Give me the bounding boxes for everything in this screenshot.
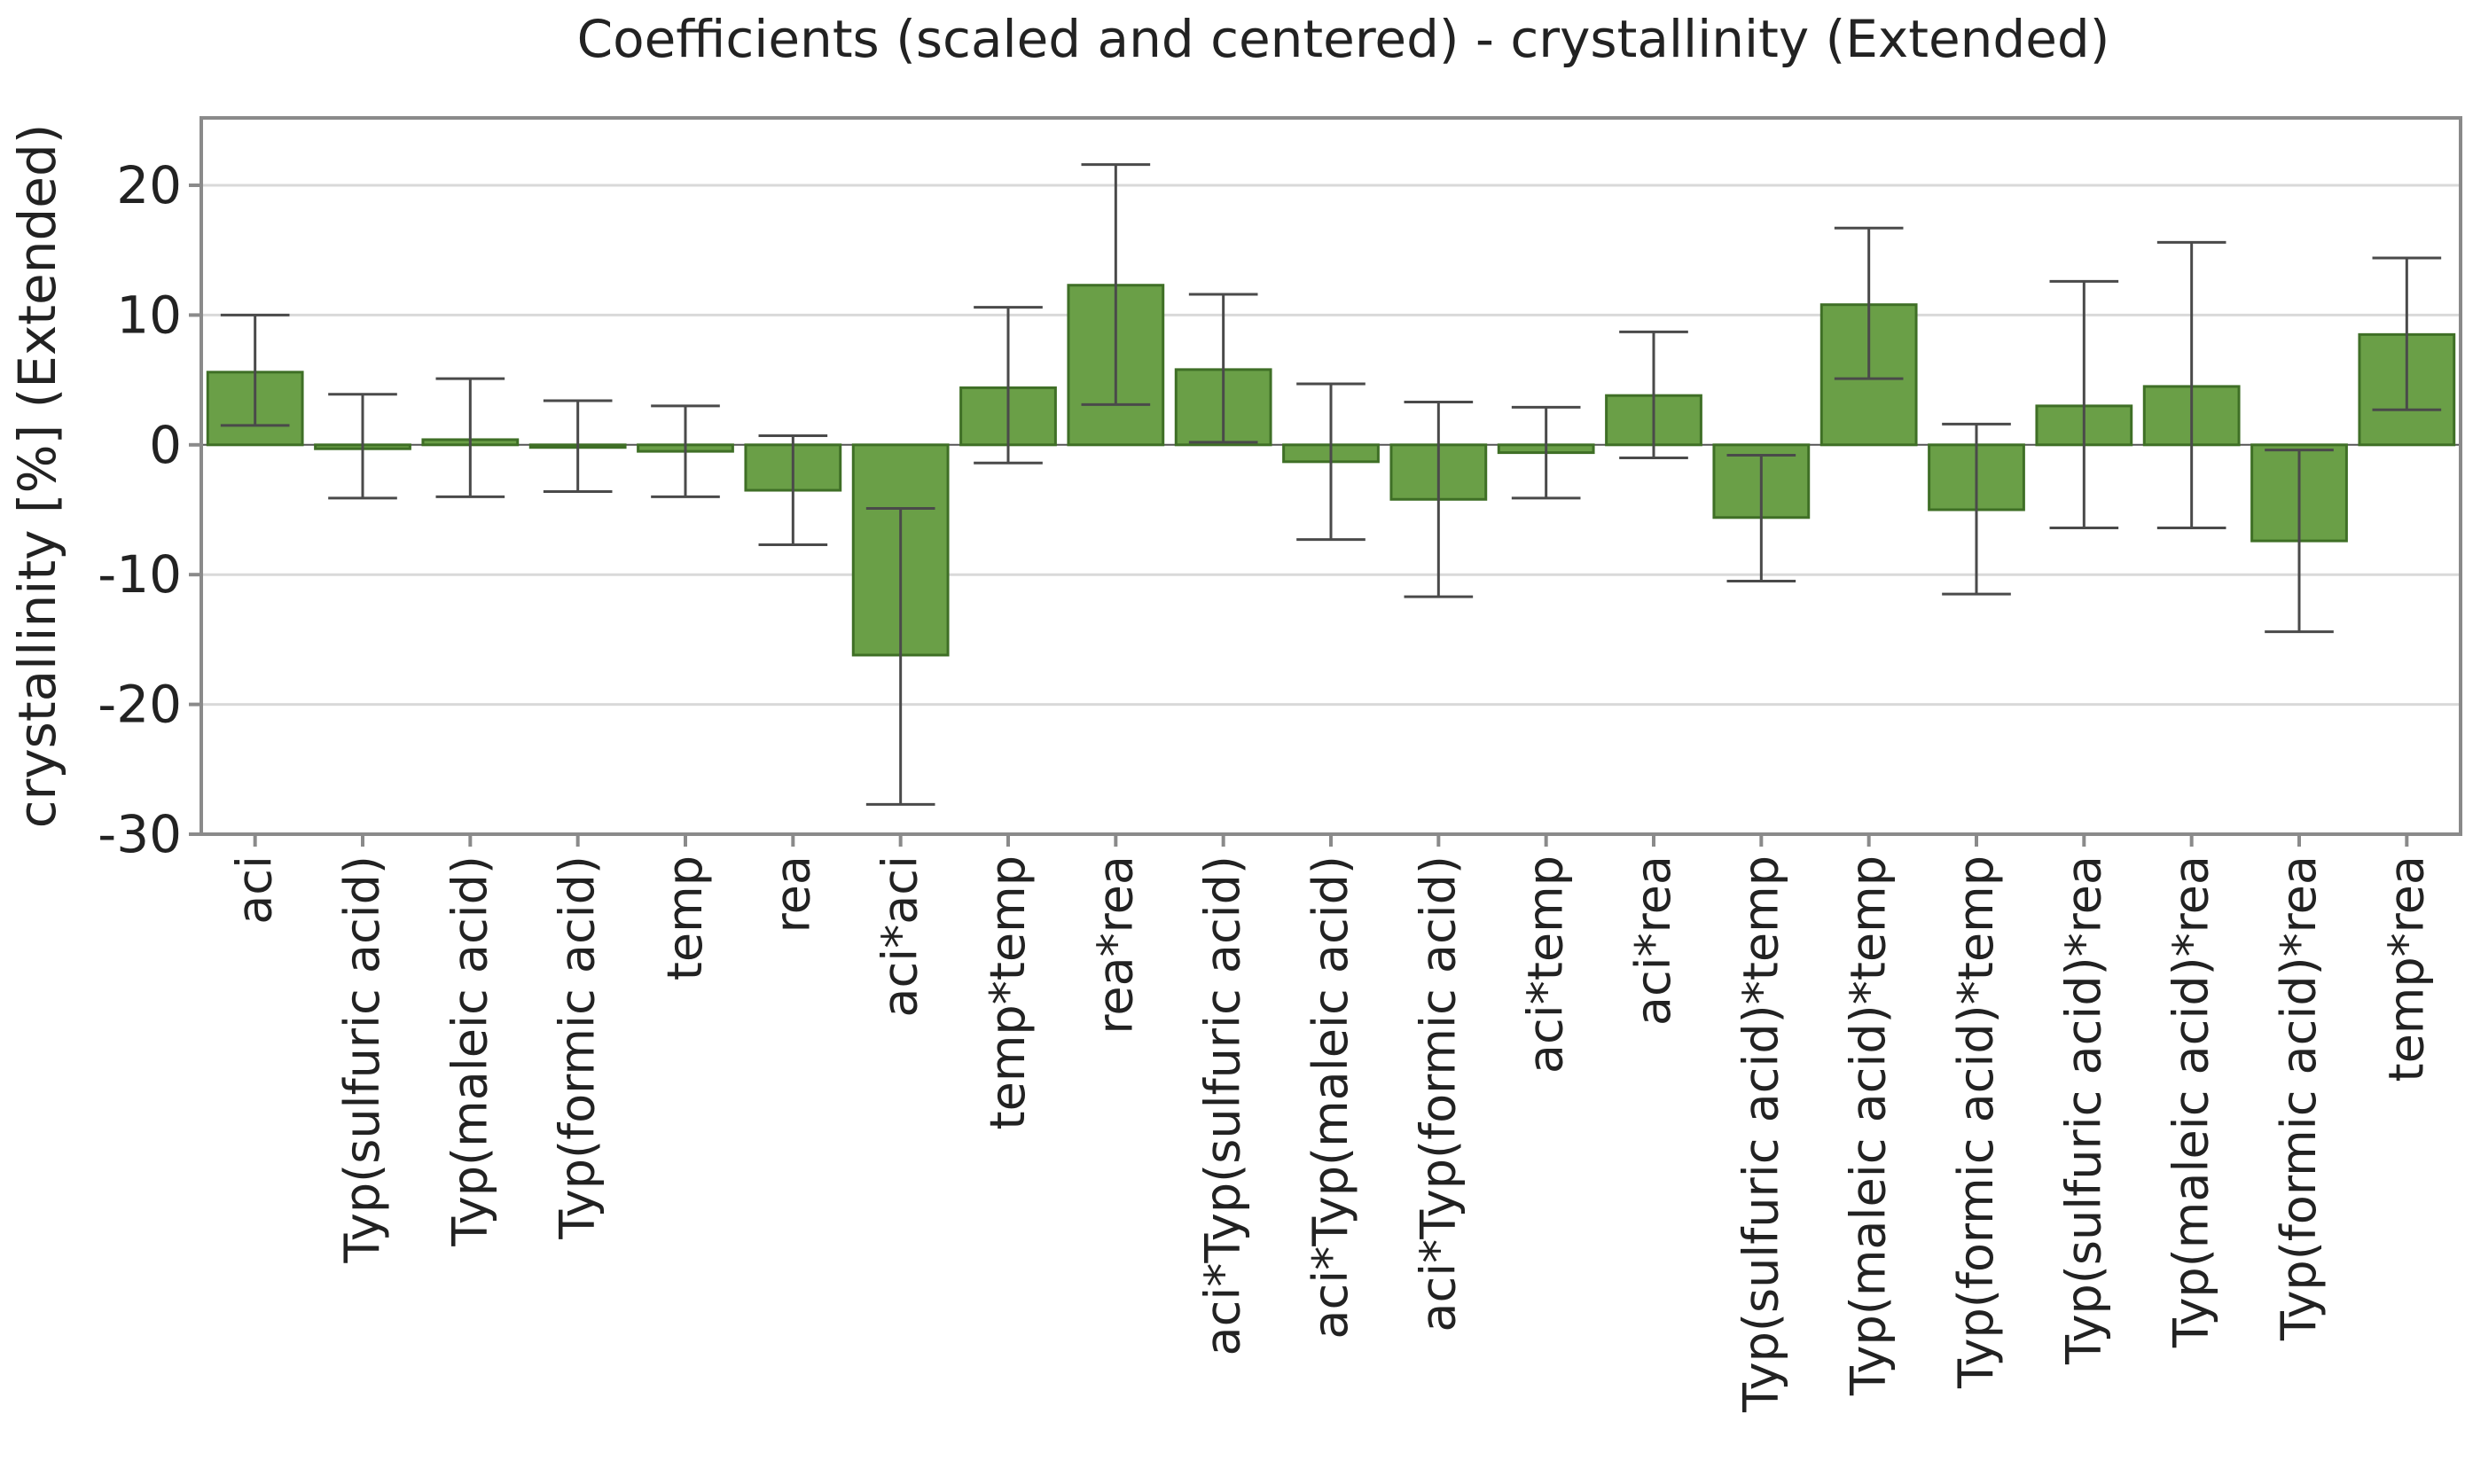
x-tick-label-0: aci bbox=[227, 855, 283, 925]
y-tick-label-1: 10 bbox=[116, 285, 182, 345]
x-tick-label-10: aci*Typ(maleic acid) bbox=[1303, 855, 1358, 1340]
x-tick-label-7: temp*temp bbox=[980, 855, 1036, 1130]
x-tick-label-16: Typ(formic acid)*temp bbox=[1948, 855, 2004, 1389]
x-tick-label-18: Typ(maleic acid)*rea bbox=[2164, 855, 2219, 1348]
y-tick-label-4: -20 bbox=[98, 675, 182, 735]
chart-title: Coefficients (scaled and centered) - cry… bbox=[577, 9, 2110, 69]
x-tick-label-19: Typ(formic acid)*rea bbox=[2271, 855, 2327, 1341]
x-tick-label-3: Typ(formic acid) bbox=[550, 855, 606, 1240]
y-tick-label-0: 20 bbox=[116, 155, 182, 215]
x-tick-label-2: Typ(maleic acid) bbox=[442, 855, 497, 1247]
x-tick-label-8: rea*rea bbox=[1087, 855, 1143, 1035]
error-bars bbox=[220, 163, 2442, 806]
x-tick-label-5: rea bbox=[764, 855, 820, 933]
x-tick-label-15: Typ(maleic acid)*temp bbox=[1841, 855, 1897, 1396]
x-tick-label-9: aci*Typ(sulfuric acid) bbox=[1195, 855, 1251, 1355]
x-axis-ticks: aci Typ(sulfuric acid) Typ(maleic acid) Typ… bbox=[227, 834, 2434, 1413]
y-tick-label-3: -10 bbox=[98, 544, 182, 605]
y-tick-label-5: -30 bbox=[98, 804, 182, 864]
x-tick-label-20: temp*rea bbox=[2378, 855, 2434, 1082]
x-tick-label-12: aci*temp bbox=[1518, 855, 1574, 1074]
x-tick-label-4: temp bbox=[657, 855, 713, 980]
x-tick-label-1: Typ(sulfuric acid) bbox=[334, 855, 390, 1264]
y-axis-label: crystallinity [%] (Extended) bbox=[7, 124, 67, 829]
x-tick-label-11: aci*Typ(formic acid) bbox=[1410, 855, 1466, 1332]
x-tick-label-6: aci*aci bbox=[873, 855, 928, 1018]
x-tick-label-17: Typ(sulfuric acid)*rea bbox=[2055, 855, 2111, 1365]
y-axis-ticks: 20 10 0 -10 -20 -30 bbox=[98, 155, 201, 864]
y-tick-label-2: 0 bbox=[149, 415, 182, 475]
x-tick-label-14: Typ(sulfuric acid)*temp bbox=[1733, 855, 1788, 1413]
x-tick-label-13: aci*rea bbox=[1625, 855, 1681, 1026]
